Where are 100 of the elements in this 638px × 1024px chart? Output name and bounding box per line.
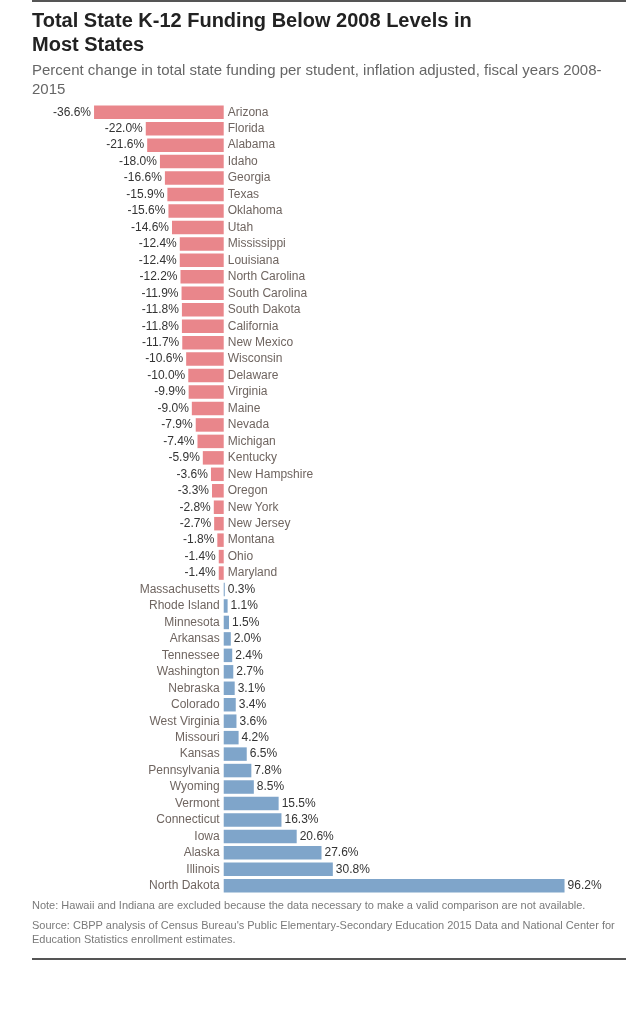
y-tick-label: New Hampshire <box>227 466 314 481</box>
bar <box>164 171 224 185</box>
source-note: Source: CBPP analysis of Census Bureau's Public Elementary-Secondary Education 2015 Data and National Center for Education Statistics enrollment estimates. <box>32 918 616 946</box>
bar <box>168 204 224 218</box>
chart-subtitle: Percent change in total state funding per student, inflation adjusted, fiscal years 2008-2015 <box>32 60 603 98</box>
bar <box>217 533 224 547</box>
bar <box>186 352 224 366</box>
y-tick-label: Utah <box>227 219 254 234</box>
bar <box>223 615 230 630</box>
bar <box>213 500 224 514</box>
data-label: 1.1% <box>230 598 259 613</box>
y-tick-label: Vermont <box>175 795 221 810</box>
y-tick-label: New York <box>227 499 280 514</box>
bar <box>223 879 565 893</box>
bar <box>223 599 228 613</box>
data-label: -12.4% <box>138 236 178 251</box>
y-tick-label: Kentucky <box>227 450 278 465</box>
y-tick-label: Arkansas <box>169 631 220 646</box>
data-label: -18.0% <box>118 153 158 168</box>
y-tick-label: Delaware <box>227 367 279 382</box>
y-tick-label: Montana <box>227 532 275 547</box>
y-tick-label: Colorado <box>171 697 221 712</box>
data-label: -3.3% <box>177 483 210 498</box>
y-tick-label: Maine <box>227 400 261 415</box>
bar <box>181 286 224 301</box>
bar <box>223 730 239 745</box>
bar <box>223 862 333 877</box>
data-label: 2.7% <box>236 664 264 679</box>
data-label: -10.6% <box>145 351 184 366</box>
data-label: 0.3% <box>227 581 256 596</box>
y-tick-label: Virginia <box>227 384 268 399</box>
data-label: -12.2% <box>139 269 178 284</box>
data-label: -21.6% <box>106 137 145 152</box>
data-label: 96.2% <box>567 878 602 893</box>
y-tick-label: Arizona <box>227 104 269 119</box>
data-label: 8.5% <box>256 779 285 794</box>
y-tick-label: Kansas <box>179 746 220 761</box>
bar <box>147 138 224 152</box>
data-label: -2.8% <box>179 499 212 514</box>
y-tick-label: Oklahoma <box>227 203 283 218</box>
bar <box>214 516 224 531</box>
data-label: -36.6% <box>53 104 92 119</box>
bar <box>159 154 224 169</box>
y-tick-label: Louisiana <box>227 252 280 267</box>
text: Note: Hawaii and Indiana are excluded because the data necessary to make a valid comparison are not available. <box>32 898 587 912</box>
data-label: -11.8% <box>141 318 180 333</box>
y-tick-label: Ohio <box>227 548 254 563</box>
bar <box>223 648 233 663</box>
data-label: -11.9% <box>141 285 179 300</box>
bar <box>202 451 224 465</box>
data-label: -9.9% <box>154 384 186 399</box>
data-label: -12.4% <box>138 252 178 267</box>
y-tick-label: Missouri <box>175 729 220 744</box>
y-tick-label: Nebraska <box>168 680 221 695</box>
bar <box>180 270 224 284</box>
y-tick-label: North Carolina <box>227 269 306 284</box>
y-tick-label: New Mexico <box>227 334 294 349</box>
y-tick-label: Wyoming <box>169 779 220 794</box>
bar <box>197 434 224 449</box>
bar <box>94 105 224 119</box>
data-label: -2.7% <box>179 516 212 530</box>
data-label: 16.3% <box>284 812 319 827</box>
bar <box>167 187 224 202</box>
data-label: -7.9% <box>161 417 194 432</box>
data-label: 15.5% <box>281 795 316 810</box>
bar <box>188 385 224 399</box>
bar <box>179 237 224 251</box>
bar <box>181 319 224 333</box>
data-label: 2.0% <box>233 631 262 646</box>
y-tick-label: Connecticut <box>156 812 221 827</box>
data-label: -22.0% <box>104 121 144 135</box>
bar <box>182 335 224 350</box>
bar <box>223 763 252 778</box>
y-tick-label: Alaska <box>183 845 221 860</box>
data-label: 3.1% <box>237 680 266 695</box>
data-label: -11.7% <box>142 334 180 349</box>
bar <box>181 302 224 317</box>
data-label: -14.6% <box>130 219 170 234</box>
data-label: 2.4% <box>235 647 263 662</box>
data-label: 1.5% <box>232 614 260 629</box>
bar <box>223 846 322 860</box>
data-label: 3.6% <box>239 713 268 728</box>
y-tick-label: North Dakota <box>149 878 221 893</box>
bar <box>210 467 224 482</box>
bar <box>223 697 236 712</box>
y-tick-label: Alabama <box>227 137 276 152</box>
y-tick-label: Minnesota <box>164 614 221 629</box>
y-tick-label: South Dakota <box>227 302 301 317</box>
data-label: -7.4% <box>163 433 195 448</box>
y-tick-label: Mississippi <box>227 236 286 251</box>
data-label: 20.6% <box>299 828 335 843</box>
bar <box>223 747 247 761</box>
y-tick-label: Maryland <box>227 565 278 580</box>
y-tick-label: Iowa <box>194 828 221 843</box>
data-label: -11.8% <box>141 302 180 317</box>
y-tick-label: California <box>227 318 279 333</box>
y-tick-label: Massachusetts <box>139 581 220 596</box>
bar <box>179 253 224 268</box>
y-tick-label: Tennessee <box>161 647 221 662</box>
bar <box>218 566 224 580</box>
